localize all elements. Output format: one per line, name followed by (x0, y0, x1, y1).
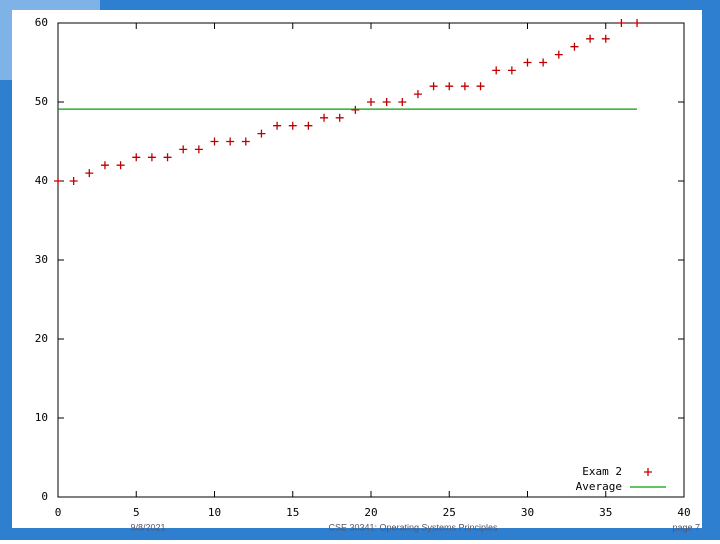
point (617, 19, 626, 27)
content-area (12, 10, 702, 528)
point (382, 98, 391, 106)
point (507, 66, 516, 75)
point (273, 121, 282, 130)
point (586, 34, 595, 43)
footer-page: page 7 (672, 522, 700, 532)
point (69, 177, 78, 185)
point (492, 66, 501, 75)
x-tick-label: 30 (521, 506, 534, 519)
y-tick-label: 0 (41, 490, 48, 503)
y-tick-label: 10 (35, 411, 48, 424)
point (398, 98, 407, 106)
y-tick-label: 50 (35, 95, 48, 108)
point (288, 121, 297, 130)
x-tick-label: 40 (677, 506, 690, 519)
point (570, 42, 579, 51)
legend-marker (644, 468, 652, 476)
footer-date: 9/8/2021 (130, 522, 165, 532)
point (335, 113, 344, 122)
point (132, 153, 141, 162)
point (429, 82, 438, 91)
point (554, 50, 563, 59)
legend-label: Average (576, 480, 622, 493)
x-tick-label: 0 (55, 506, 62, 519)
point (85, 169, 94, 178)
point (100, 161, 109, 170)
point (210, 137, 219, 146)
footer-course: CSE 30341: Operating Systems Principles (328, 522, 498, 532)
point (194, 145, 203, 154)
point (54, 177, 62, 185)
point (413, 90, 422, 99)
point (633, 19, 642, 27)
legend-label: Exam 2 (582, 465, 622, 478)
point (304, 121, 313, 130)
point (539, 58, 548, 67)
point (445, 82, 454, 91)
point (257, 129, 266, 138)
x-tick-label: 25 (443, 506, 456, 519)
x-tick-label: 15 (286, 506, 299, 519)
point (147, 153, 156, 162)
x-tick-label: 35 (599, 506, 612, 519)
y-tick-label: 20 (35, 332, 48, 345)
x-tick-label: 10 (208, 506, 221, 519)
x-tick-label: 5 (133, 506, 140, 519)
point (320, 113, 329, 122)
point (179, 145, 188, 154)
point (163, 153, 172, 162)
point (460, 82, 469, 91)
y-tick-label: 60 (35, 16, 48, 29)
point (351, 105, 360, 114)
y-tick-label: 30 (35, 253, 48, 266)
y-tick-label: 40 (35, 174, 48, 187)
point (116, 161, 125, 170)
point (226, 137, 235, 146)
point (523, 58, 532, 67)
x-tick-label: 20 (364, 506, 377, 519)
point (476, 82, 485, 91)
point (241, 137, 250, 146)
point (367, 98, 375, 106)
point (601, 34, 610, 43)
